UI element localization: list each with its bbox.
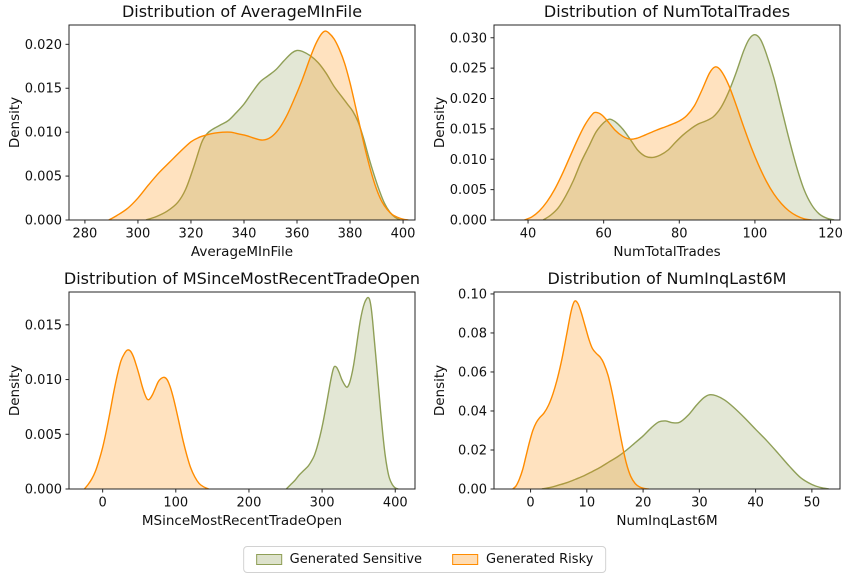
x-tick-label: 120 — [818, 227, 843, 242]
figure-legend: Generated Sensitive Generated Risky — [242, 546, 607, 573]
plot-area — [83, 296, 399, 489]
x-axis-label: NumInqLast6M — [616, 513, 717, 529]
x-tick-label: 360 — [285, 227, 310, 242]
x-tick-label: 20 — [635, 496, 652, 511]
kde-line-generated-sensitive — [542, 34, 835, 220]
x-tick-label: 10 — [579, 496, 596, 511]
x-tick-label: 400 — [383, 496, 408, 511]
kde-line-generated-risky — [83, 349, 209, 489]
y-tick-label: 0.030 — [450, 31, 487, 46]
kde-line-generated-sensitive — [145, 49, 401, 220]
x-tick-label: 380 — [338, 227, 363, 242]
axes-spine — [68, 291, 416, 490]
subplot-title: Distribution of MSinceMostRecentTradeOpe… — [64, 270, 420, 288]
legend-swatch-generated-sensitive — [255, 554, 282, 565]
kde-line-generated-risky — [108, 30, 409, 220]
legend-item-generated-risky: Generated Risky — [452, 552, 593, 567]
x-tick-label: 30 — [691, 496, 708, 511]
x-tick-label: 60 — [595, 227, 612, 242]
x-tick-label: 100 — [743, 227, 768, 242]
plot-area — [108, 30, 409, 220]
legend-swatch-generated-risky — [452, 554, 479, 565]
x-axis-label: AverageMInFile — [191, 244, 293, 260]
axes-spine — [493, 291, 841, 490]
y-axis-label: Density — [7, 365, 23, 416]
y-tick-label: 0.010 — [25, 373, 62, 388]
y-tick-label: 0.000 — [25, 483, 62, 498]
y-tick-label: 0.04 — [458, 404, 487, 419]
kde-fill-generated-risky — [524, 66, 812, 220]
plot-area — [512, 300, 829, 489]
subplot-m-since-most-recent-trade-open: 0 100 200 300 400 0.000 0.005 0.010 0.015 Distrib… — [7, 270, 420, 529]
x-tick-label: 300 — [126, 227, 151, 242]
plot-area — [523, 34, 835, 220]
kde-fill-generated-sensitive — [541, 394, 829, 489]
y-tick-label: 0.10 — [458, 287, 487, 302]
x-tick-label: 50 — [804, 496, 821, 511]
x-tick-label: 280 — [72, 227, 97, 242]
y-tick-label: 0.00 — [458, 483, 487, 498]
x-tick-label: 40 — [520, 227, 537, 242]
y-tick-label: 0.02 — [458, 443, 487, 458]
y-tick-label: 0.020 — [450, 92, 487, 107]
y-tick-label: 0.000 — [25, 214, 62, 229]
y-tick-label: 0.000 — [450, 214, 487, 229]
subplot-num-inq-last-6m: 0 10 20 30 40 50 0.00 0.02 0.04 0.06 0.08 0.10 Distr… — [432, 270, 841, 529]
y-tick-label: 0.005 — [25, 428, 62, 443]
kde-line-generated-sensitive — [285, 296, 399, 489]
kde-fill-generated-risky — [512, 300, 649, 489]
x-axis-label: NumTotalTrades — [613, 244, 720, 260]
y-tick-label: 0.015 — [25, 318, 62, 333]
x-tick-label: 340 — [232, 227, 257, 242]
y-tick-label: 0.020 — [25, 38, 62, 53]
axes-spine — [68, 24, 416, 221]
y-axis-label: Density — [432, 97, 448, 148]
y-tick-label: 0.015 — [25, 82, 62, 97]
kde-fill-generated-sensitive — [286, 297, 399, 489]
legend-label-generated-risky: Generated Risky — [486, 552, 594, 567]
y-axis-label: Density — [7, 97, 23, 148]
y-tick-label: 0.08 — [458, 326, 487, 341]
x-axis-label: MSinceMostRecentTradeOpen — [142, 513, 342, 529]
kde-line-generated-sensitive — [541, 393, 829, 489]
x-tick-label: 100 — [163, 496, 188, 511]
kde-fill-generated-risky — [108, 31, 409, 220]
kde-fill-generated-sensitive — [543, 34, 835, 220]
y-tick-label: 0.005 — [25, 170, 62, 185]
subplot-title: Distribution of NumTotalTrades — [544, 2, 790, 21]
y-tick-label: 0.06 — [458, 365, 487, 380]
x-tick-label: 0 — [99, 496, 107, 511]
subplot-num-total-trades: 40 60 80 100 120 0.000 0.005 0.010 0.015 0.020 0.0… — [432, 2, 843, 260]
x-tick-label: 320 — [179, 227, 204, 242]
y-tick-label: 0.025 — [450, 62, 487, 77]
y-tick-label: 0.010 — [450, 153, 487, 168]
x-tick-label: 200 — [237, 496, 262, 511]
y-tick-label: 0.005 — [450, 183, 487, 198]
x-tick-label: 300 — [310, 496, 335, 511]
kde-line-generated-risky — [512, 300, 649, 489]
x-tick-label: 80 — [671, 227, 688, 242]
x-tick-label: 0 — [526, 496, 534, 511]
kde-line-generated-risky — [523, 66, 812, 220]
subplot-average-m-in-file: 280 300 320 340 360 380 400 0.000 0.005 0.010 0.01… — [7, 2, 416, 260]
axes-spine — [493, 24, 841, 221]
x-tick-label: 400 — [391, 227, 416, 242]
y-tick-label: 0.015 — [450, 122, 487, 137]
y-tick-label: 0.010 — [25, 126, 62, 141]
legend-label-generated-sensitive: Generated Sensitive — [289, 552, 423, 567]
subplot-title: Distribution of AverageMInFile — [122, 2, 362, 21]
y-axis-label: Density — [432, 365, 448, 416]
legend-item-generated-sensitive: Generated Sensitive — [255, 552, 423, 567]
x-tick-label: 40 — [747, 496, 764, 511]
subplot-title: Distribution of NumInqLast6M — [548, 270, 787, 288]
